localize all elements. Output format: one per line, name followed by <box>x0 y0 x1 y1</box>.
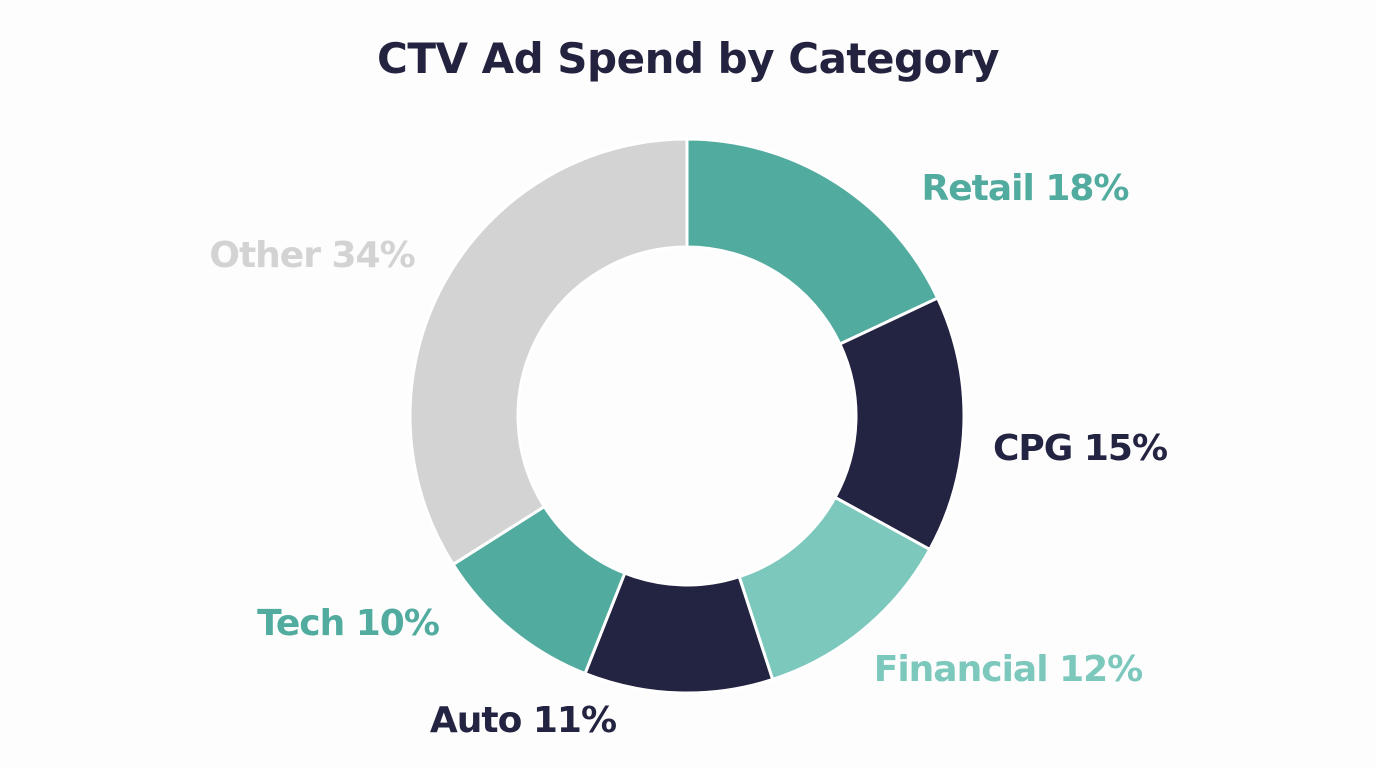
slice-other <box>408 137 689 567</box>
data-label-auto: Auto 11% <box>430 700 616 741</box>
data-label-retail: Retail 18% <box>921 168 1128 209</box>
data-label-financial: Financial 12% <box>874 649 1143 690</box>
slice-retail <box>685 137 940 347</box>
chart-title: CTV Ad Spend by Category <box>377 34 999 83</box>
data-label-cpg: CPG 15% <box>993 428 1167 469</box>
data-label-other: Other 34% <box>209 235 414 276</box>
data-label-tech: Tech 10% <box>257 603 439 644</box>
